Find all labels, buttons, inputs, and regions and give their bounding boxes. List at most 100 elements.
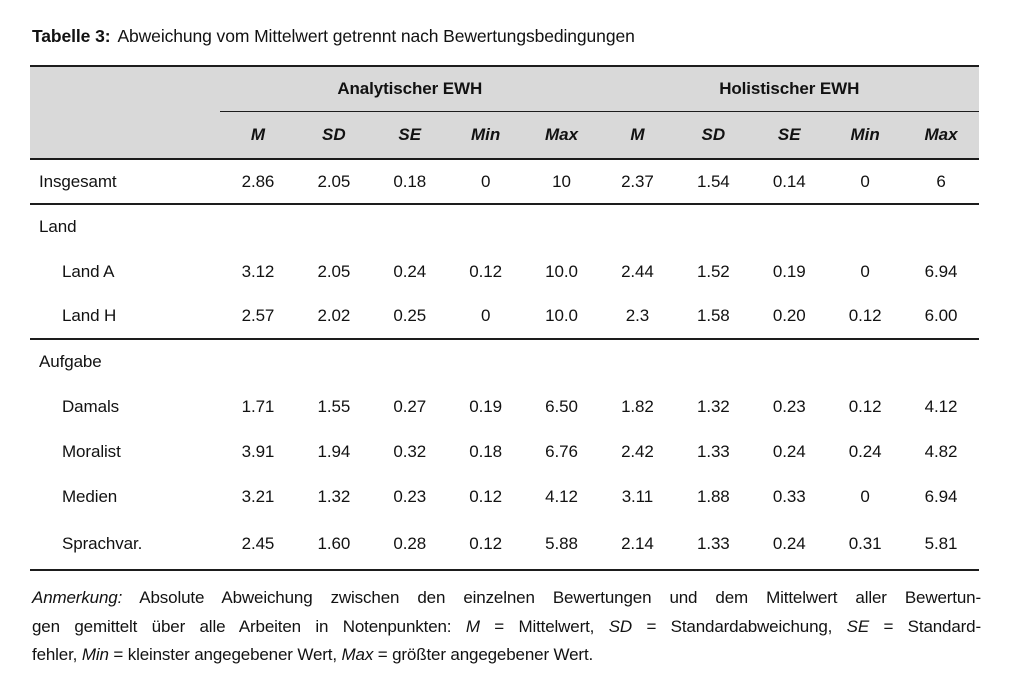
cell-value: 1.32	[696, 396, 730, 416]
footnote-term: SE	[846, 616, 870, 636]
cell-value: 4.12	[545, 486, 578, 506]
cell-value: 2.14	[621, 534, 654, 553]
column-header-spacer	[30, 111, 220, 160]
col-header-analytic-sd: SD	[295, 111, 372, 160]
cell-value: 6.00	[924, 306, 958, 325]
statistics-table: Analytischer EWH Holistischer EWH M SD SE M…	[30, 65, 979, 571]
cell-value: 1.82	[621, 396, 654, 416]
cell-value: 2.45	[241, 534, 275, 553]
cell-value: 5.81	[924, 534, 958, 553]
footnote-text: Absolute Abweichung zwischen den einzeln…	[122, 588, 981, 607]
cell-value: 0.24	[848, 441, 882, 461]
cell-value: 6	[936, 171, 946, 191]
cell-value: 0.32	[393, 441, 427, 461]
row-label: Medien	[62, 486, 118, 506]
row-label: Land H	[62, 306, 117, 325]
cell-value: 0	[480, 171, 491, 191]
group-header-spacer	[30, 66, 220, 111]
footnote-text: = größter angegebener Wert.	[373, 645, 594, 664]
col-header-holistic-m: M	[599, 111, 676, 160]
cell-value: 0.19	[469, 396, 502, 416]
row-label: Moralist	[62, 441, 121, 461]
group-header-holistic: Holistischer EWH	[599, 66, 979, 112]
col-header-analytic-m: M	[220, 111, 296, 160]
cell-value: 0.24	[772, 534, 806, 553]
section-row: Land	[30, 204, 979, 249]
cell-value: 0.25	[393, 306, 427, 325]
cell-value: 0	[860, 171, 870, 191]
cell-value: 5.88	[545, 534, 578, 553]
table-row: Medien 3.21 1.32 0.23 0.12 4.12 3.11 1.88 0.33 0 6…	[30, 474, 979, 519]
cell-value: 6.50	[545, 396, 578, 416]
cell-value: 2.05	[317, 171, 351, 191]
row-label: Damals	[62, 396, 120, 416]
col-header-holistic-se: SE	[751, 111, 828, 160]
col-header-holistic-max: Max	[903, 111, 979, 160]
row-label: Sprachvar.	[62, 534, 143, 553]
cell-value: 0.23	[393, 486, 427, 506]
table-row: Insgesamt 2.86 2.05 0.18 0 10 2.37 1.54 0.14 0 6	[30, 159, 979, 204]
footnote-line: fehler, Min = kleinster angegebener Wert…	[32, 641, 981, 670]
footnote-text: fehler,	[32, 645, 82, 664]
footnote-text: = kleinster angegebener Wert,	[108, 645, 342, 664]
col-header-analytic-max: Max	[523, 111, 600, 160]
footnote-term: Min	[81, 645, 109, 664]
cell-value: 3.12	[241, 261, 275, 281]
cell-value: 1.32	[317, 486, 351, 506]
cell-value: 2.57	[241, 306, 275, 325]
cell-value: 6.94	[924, 486, 958, 506]
cell-value: 1.33	[696, 534, 730, 553]
table-row: Sprachvar. 2.45 1.60 0.28 0.12 5.88 2.14 1.33 0.…	[30, 519, 979, 570]
cell-value: 1.71	[241, 396, 275, 416]
cell-value: 0.12	[469, 486, 502, 506]
group-header-analytic: Analytischer EWH	[220, 66, 600, 112]
footnote-term: M	[465, 616, 480, 636]
cell-value: 0.12	[469, 261, 502, 281]
cell-value: 3.91	[241, 441, 275, 461]
cell-value: 2.05	[317, 261, 351, 281]
footnote-line: gen gemittelt über alle Arbeiten in Note…	[32, 613, 981, 642]
cell-value: 3.11	[621, 486, 654, 506]
cell-value: 1.54	[696, 171, 730, 191]
footnote-term: Anmerkung:	[32, 588, 123, 607]
cell-value: 2.3	[625, 306, 650, 325]
footnote-line: Anmerkung: Absolute Abweichung zwischen …	[32, 584, 981, 613]
col-header-holistic-sd: SD	[675, 111, 752, 160]
cell-value: 0.27	[393, 396, 427, 416]
cell-value: 0.31	[848, 534, 882, 553]
group-header-row: Analytischer EWH Holistischer EWH	[30, 66, 979, 112]
cell-value: 0.24	[772, 441, 806, 461]
table-row: Moralist 3.91 1.94 0.32 0.18 6.76 2.42 1.33 0.24…	[30, 429, 979, 474]
cell-value: 1.88	[696, 486, 730, 506]
cell-value: 1.33	[696, 441, 730, 461]
cell-value: 0.18	[469, 441, 502, 461]
cell-value: 1.58	[696, 306, 730, 325]
cell-value: 1.94	[317, 441, 351, 461]
footnote-text: = Standardabweichung,	[632, 616, 847, 636]
cell-value: 0.28	[393, 534, 427, 553]
cell-value: 2.86	[241, 171, 275, 191]
cell-value: 2.37	[621, 171, 654, 191]
cell-value: 0.14	[772, 171, 806, 191]
col-header-analytic-min: Min	[447, 111, 524, 160]
footnote-term: SD	[608, 616, 633, 636]
cell-value: 6.76	[545, 441, 578, 461]
cell-value: 0.20	[772, 306, 806, 325]
cell-value: 0	[860, 261, 870, 281]
cell-value: 2.42	[621, 441, 654, 461]
column-header-row: M SD SE Min Max M SD SE Min Max	[30, 111, 979, 160]
cell-value: 10.0	[545, 261, 578, 281]
col-header-analytic-se: SE	[371, 111, 448, 160]
table-caption: Tabelle 3: Abweichung vom Mittelwert getr…	[32, 26, 1024, 47]
cell-value: 2.02	[317, 306, 351, 325]
cell-value: 3.21	[241, 486, 275, 506]
cell-value: 10.0	[545, 306, 578, 325]
table-caption-text: Abweichung vom Mittelwert getrennt nach …	[117, 26, 635, 46]
footnote-text: gen gemittelt über alle Arbeiten in Note…	[32, 616, 466, 636]
row-label: Land A	[62, 261, 115, 281]
col-header-holistic-min: Min	[827, 111, 904, 160]
section-row: Aufgabe	[30, 339, 979, 384]
cell-value: 0.12	[848, 396, 882, 416]
row-label: Aufgabe	[39, 352, 102, 371]
